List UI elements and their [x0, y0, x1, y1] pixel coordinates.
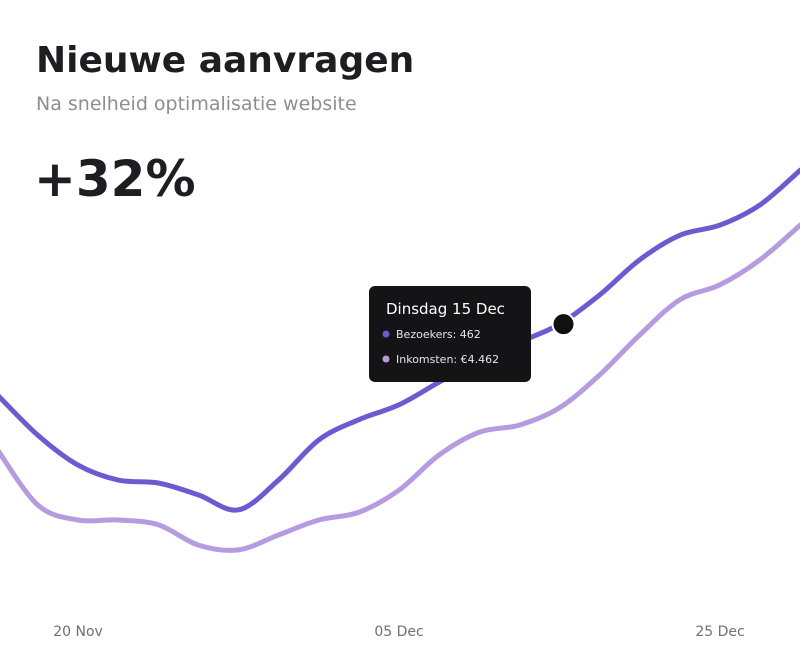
tooltip-item: Bezoekers: 462	[396, 328, 481, 341]
tooltip-item: Inkomsten: €4.462	[396, 353, 499, 366]
x-tick-label: 05 Dec	[374, 624, 423, 640]
kpi-value: +32%	[34, 150, 196, 208]
x-tick-label: 25 Dec	[695, 624, 744, 640]
line-series	[0, 222, 800, 553]
chart-title: Nieuwe aanvragen	[36, 40, 414, 81]
tooltip-swatch	[382, 330, 390, 338]
tooltip-title: Dinsdag 15 Dec	[386, 300, 505, 318]
plot-area: 20 Nov 05 Dec 25 Dec	[0, 167, 800, 640]
chart-subtitle: Na snelheid optimalisatie website	[36, 93, 357, 115]
tooltip-swatch	[382, 355, 390, 363]
hover-point	[551, 312, 576, 337]
line-series	[0, 167, 800, 513]
tooltip: Dinsdag 15 Dec Bezoekers: 462 Inkomsten: €…	[369, 286, 576, 382]
tooltip-box	[369, 286, 531, 382]
x-tick-label: 20 Nov	[53, 624, 103, 640]
